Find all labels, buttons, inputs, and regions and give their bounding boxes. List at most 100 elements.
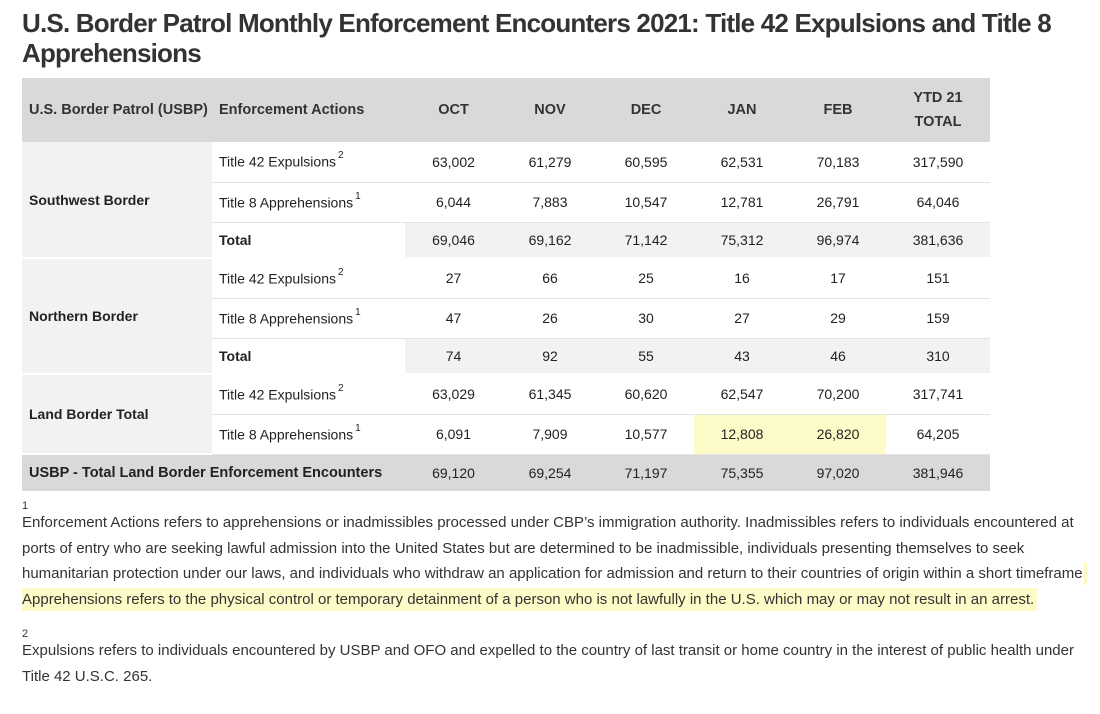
cell-value: 55 <box>598 338 694 375</box>
grand-total-row: USBP - Total Land Border Enforcement Enc… <box>22 454 990 491</box>
table-row: Land Border Total Title 42 Expulsions 2 6… <box>22 374 990 455</box>
action-label: Title 8 Apprehensions 1 <box>212 182 405 223</box>
footnote-ref: 1 <box>355 190 361 202</box>
footnote-ref: 1 <box>355 306 361 318</box>
footnote-marker: 2 <box>22 628 29 640</box>
cell-value: 10,577 <box>598 414 694 455</box>
cell-value: 69,254 <box>502 454 598 491</box>
cell-value: 317,590 <box>886 142 990 183</box>
cell-value: 151 <box>886 258 990 299</box>
header-dec: DEC <box>598 78 694 142</box>
cell-value: 63,002 <box>405 142 502 183</box>
action-label: Title 42 Expulsions 2 <box>212 142 405 183</box>
cell-value: 60,620 <box>598 374 694 415</box>
cell-value: 43 <box>694 338 790 375</box>
footnotes: 1 Enforcement Actions refers to apprehen… <box>22 500 1097 689</box>
cell-value: 97,020 <box>790 454 886 491</box>
cell-value: 12,781 <box>694 182 790 223</box>
header-agency: U.S. Border Patrol (USBP) <box>22 78 212 142</box>
cell-value: 71,142 <box>598 222 694 259</box>
action-label: Title 8 Apprehensions 1 <box>212 414 405 455</box>
cell-value: 61,279 <box>502 142 598 183</box>
cell-value: 92 <box>502 338 598 375</box>
footnote-text: Expulsions refers to individuals encount… <box>22 642 1074 685</box>
grand-total-label: USBP - Total Land Border Enforcement Enc… <box>22 454 405 491</box>
cell-value: 381,636 <box>886 222 990 259</box>
cell-value-highlighted: 12,808 <box>694 414 790 455</box>
cell-value: 63,029 <box>405 374 502 415</box>
header-nov: NOV <box>502 78 598 142</box>
cell-value: 27 <box>405 258 502 299</box>
cell-value: 17 <box>790 258 886 299</box>
cell-value: 69,046 <box>405 222 502 259</box>
table-row: Title 8 Apprehensions 1 6,044 7,883 10,54… <box>22 182 990 223</box>
cell-value: 29 <box>790 298 886 339</box>
cell-value: 25 <box>598 258 694 299</box>
cell-value-highlighted: 26,820 <box>790 414 886 455</box>
cell-value: 66 <box>502 258 598 299</box>
cell-value: 75,312 <box>694 222 790 259</box>
header-feb: FEB <box>790 78 886 142</box>
cell-value: 96,974 <box>790 222 886 259</box>
cell-value: 26,791 <box>790 182 886 223</box>
cell-value: 6,091 <box>405 414 502 455</box>
cell-value: 47 <box>405 298 502 339</box>
cell-value: 69,120 <box>405 454 502 491</box>
action-label: Title 42 Expulsions 2 <box>212 258 405 299</box>
cell-value: 64,046 <box>886 182 990 223</box>
table-row: Title 8 Apprehensions 1 6,091 7,909 10,57… <box>22 414 990 455</box>
table-row-total: Total 69,046 69,162 71,142 75,312 96,974… <box>22 222 990 259</box>
header-actions: Enforcement Actions <box>212 78 405 142</box>
cell-value: 317,741 <box>886 374 990 415</box>
cell-value: 61,345 <box>502 374 598 415</box>
cell-value: 10,547 <box>598 182 694 223</box>
cell-value: 62,547 <box>694 374 790 415</box>
header-oct: OCT <box>405 78 502 142</box>
cell-value: 27 <box>694 298 790 339</box>
cell-value: 62,531 <box>694 142 790 183</box>
table-row: Title 8 Apprehensions 1 47 26 30 27 29 15… <box>22 298 990 339</box>
footnote-1: 1 Enforcement Actions refers to apprehen… <box>22 500 1097 612</box>
cell-value: 7,883 <box>502 182 598 223</box>
footnote-ref: 2 <box>337 382 344 394</box>
page-title: U.S. Border Patrol Monthly Enforcement E… <box>22 8 1052 68</box>
cell-value: 6,044 <box>405 182 502 223</box>
cell-value: 7,909 <box>502 414 598 455</box>
footnote-ref: 2 <box>337 266 344 278</box>
cell-value: 159 <box>886 298 990 339</box>
footnote-body: Enforcement Actions refers to apprehensi… <box>22 514 1087 582</box>
encounters-table: U.S. Border Patrol (USBP) Enforcement Ac… <box>22 78 990 491</box>
header-ytd: YTD 21 TOTAL <box>886 78 990 142</box>
total-label: Total <box>212 338 405 375</box>
cell-value: 69,162 <box>502 222 598 259</box>
cell-value: 75,355 <box>694 454 790 491</box>
group-label-southwest: Southwest Border <box>22 142 212 259</box>
table-header-row: U.S. Border Patrol (USBP) Enforcement Ac… <box>22 78 990 142</box>
cell-value: 16 <box>694 258 790 299</box>
cell-value: 30 <box>598 298 694 339</box>
cell-value: 70,200 <box>790 374 886 415</box>
header-jan: JAN <box>694 78 790 142</box>
cell-value: 46 <box>790 338 886 375</box>
footnote-marker: 1 <box>22 500 29 512</box>
total-label: Total <box>212 222 405 259</box>
cell-value: 381,946 <box>886 454 990 491</box>
cell-value: 60,595 <box>598 142 694 183</box>
cell-value: 71,197 <box>598 454 694 491</box>
table-row: Southwest Border Title 42 Expulsions 2 63… <box>22 142 990 259</box>
table-row-total: Total 74 92 55 43 46 310 <box>22 338 990 375</box>
footnote-text: Enforcement Actions refers to apprehensi… <box>22 510 1097 612</box>
cell-value: 64,205 <box>886 414 990 455</box>
cell-value: 74 <box>405 338 502 375</box>
footnote-ref: 1 <box>355 422 361 434</box>
action-label: Title 8 Apprehensions 1 <box>212 298 405 339</box>
footnote-2: 2 Expulsions refers to individuals encou… <box>22 628 1097 689</box>
cell-value: 310 <box>886 338 990 375</box>
action-label: Title 42 Expulsions 2 <box>212 374 405 415</box>
group-label-land-border: Land Border Total <box>22 374 212 455</box>
group-label-northern: Northern Border <box>22 258 212 375</box>
footnote-ref: 2 <box>337 150 344 162</box>
cell-value: 70,183 <box>790 142 886 183</box>
cell-value: 26 <box>502 298 598 339</box>
